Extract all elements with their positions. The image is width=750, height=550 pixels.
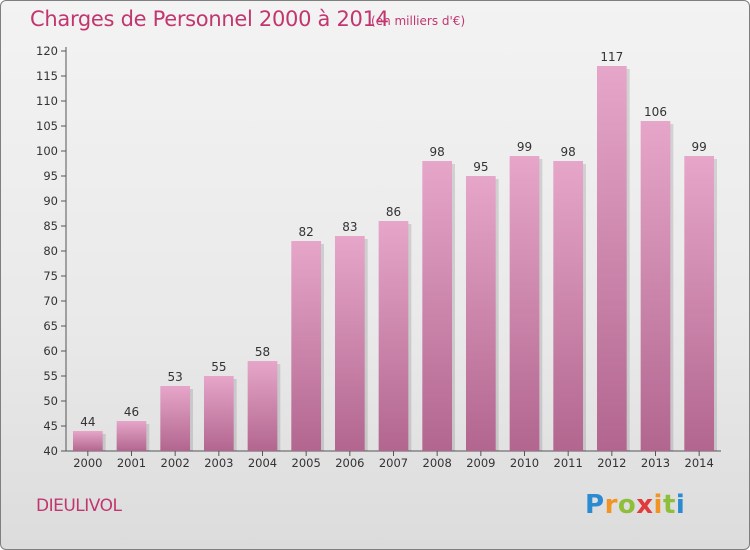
bar-2010 [509, 156, 540, 451]
data-label: 106 [644, 105, 667, 119]
x-tick-label: 2000 [73, 456, 102, 470]
x-tick-label: 2002 [161, 456, 190, 470]
x-tick-label: 2007 [379, 456, 408, 470]
y-tick-label: 100 [36, 144, 58, 158]
data-label: 117 [600, 50, 623, 64]
x-tick-label: 2012 [597, 456, 626, 470]
bar-2012 [596, 66, 627, 451]
y-tick-label: 80 [43, 244, 58, 258]
bar-2003 [203, 376, 234, 451]
bar-2005 [291, 241, 322, 451]
x-tick-label: 2014 [685, 456, 714, 470]
chart-title: Charges de Personnel 2000 à 2014 [30, 7, 389, 31]
y-tick-label: 60 [43, 344, 58, 358]
x-tick-label: 2013 [641, 456, 670, 470]
data-label: 83 [342, 220, 357, 234]
proxiti-logo: Proxiti [585, 490, 686, 520]
data-label: 99 [517, 140, 532, 154]
x-tick-label: 2001 [117, 456, 146, 470]
y-tick-label: 55 [43, 369, 58, 383]
commune-name: DIEULIVOL [36, 496, 122, 516]
data-label: 82 [299, 225, 314, 239]
y-tick-label: 110 [36, 94, 58, 108]
data-label: 58 [255, 345, 270, 359]
y-tick-label: 70 [43, 294, 58, 308]
y-tick-label: 45 [43, 419, 58, 433]
data-label: 46 [124, 405, 139, 419]
bar-2014 [684, 156, 715, 451]
bar-2001 [116, 421, 147, 451]
y-tick-label: 115 [36, 69, 58, 83]
y-tick-label: 120 [36, 44, 58, 58]
y-tick-label: 105 [36, 119, 58, 133]
data-label: 53 [168, 370, 183, 384]
data-label: 55 [211, 360, 226, 374]
y-tick-label: 95 [43, 169, 58, 183]
data-label: 86 [386, 205, 401, 219]
x-tick-label: 2008 [423, 456, 452, 470]
bar-2013 [640, 121, 671, 451]
y-tick-label: 65 [43, 319, 58, 333]
bar-2004 [247, 361, 278, 451]
y-tick-label: 75 [43, 269, 58, 283]
bar-2008 [422, 161, 453, 451]
data-label: 99 [692, 140, 707, 154]
y-tick-label: 90 [43, 194, 58, 208]
data-label: 44 [80, 415, 95, 429]
x-tick-label: 2006 [335, 456, 364, 470]
data-label: 95 [473, 160, 488, 174]
x-tick-label: 2009 [466, 456, 495, 470]
chart-subtitle: (en milliers d'€) [371, 14, 466, 28]
x-tick-label: 2005 [292, 456, 321, 470]
bar-2007 [378, 221, 409, 451]
data-label: 98 [430, 145, 445, 159]
data-label: 98 [561, 145, 576, 159]
bar-2002 [160, 386, 191, 451]
y-tick-label: 85 [43, 219, 58, 233]
bar-2006 [334, 236, 365, 451]
x-tick-label: 2011 [554, 456, 583, 470]
bar-2000 [72, 431, 103, 451]
x-tick-label: 2003 [204, 456, 233, 470]
y-tick-label: 40 [43, 444, 58, 458]
x-tick-label: 2004 [248, 456, 277, 470]
bar-2011 [553, 161, 584, 451]
x-tick-label: 2010 [510, 456, 539, 470]
y-tick-label: 50 [43, 394, 58, 408]
bar-2009 [465, 176, 496, 451]
